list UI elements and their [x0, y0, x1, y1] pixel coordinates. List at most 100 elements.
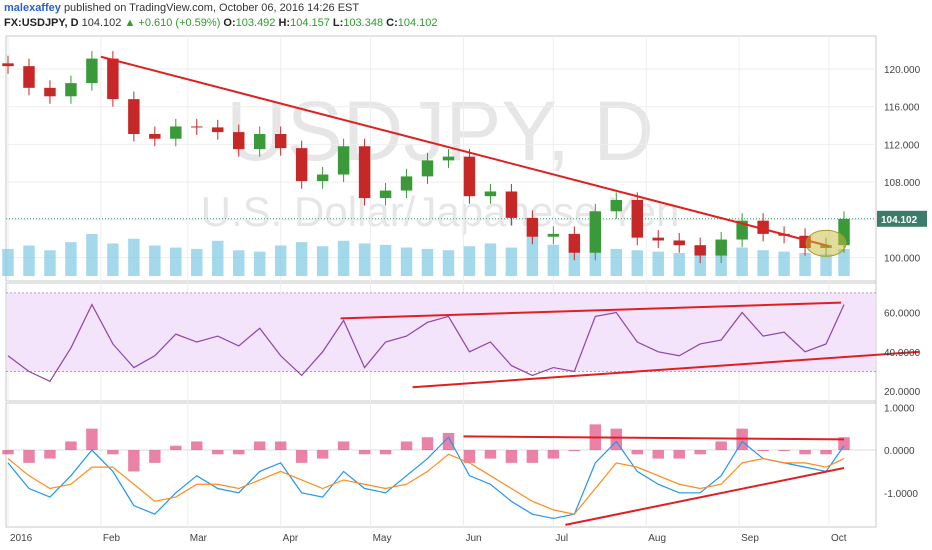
candle-body	[526, 217, 539, 237]
volume-bar	[715, 251, 727, 276]
rsi-tick-label: 40.0000	[884, 348, 921, 359]
watermark-name: U.S. Dollar/Japanese Yen	[201, 188, 680, 235]
x-tick-label: Apr	[283, 533, 299, 544]
volume-bar	[149, 245, 161, 276]
macd-histogram-bar	[547, 450, 560, 459]
macd-histogram-bar	[715, 441, 727, 451]
candle-body	[2, 63, 14, 67]
volume-bar	[128, 238, 140, 276]
macd-histogram-bar	[838, 437, 850, 451]
volume-bar	[379, 244, 392, 276]
low-label: L:	[332, 17, 344, 29]
volume-bar	[400, 247, 413, 276]
rsi-trendline	[340, 301, 842, 320]
volume-bar	[694, 255, 706, 276]
x-tick-label: Oct	[831, 533, 847, 544]
macd-histogram-bar	[316, 450, 329, 459]
volume-bar	[442, 250, 455, 276]
volume-bar	[23, 245, 35, 276]
macd-histogram-bar	[526, 450, 539, 463]
macd-histogram-bar	[652, 450, 664, 459]
volume-bar	[736, 247, 748, 276]
macd-tick-label: 0.0000	[884, 446, 915, 457]
candle-body	[337, 146, 350, 175]
macd-histogram-bar	[400, 441, 413, 451]
volume-bar	[233, 250, 245, 276]
candle-body	[442, 156, 455, 161]
candle-body	[463, 156, 476, 197]
price-tick-label: 120.000	[884, 65, 921, 76]
rsi-trendline	[412, 350, 920, 389]
volume-bar	[295, 242, 308, 276]
macd-histogram-bar	[442, 432, 455, 451]
price-trendline	[100, 55, 830, 248]
rsi-line	[7, 303, 845, 383]
volume-bar	[610, 248, 623, 276]
macd-histogram-bar	[694, 450, 706, 455]
volume-bar	[820, 254, 832, 276]
candle-body	[838, 218, 850, 246]
volume-bar	[589, 246, 602, 276]
candle-body	[149, 134, 161, 139]
last-price: 104.102	[81, 17, 122, 29]
candle-body	[652, 237, 664, 241]
candle-body	[631, 199, 643, 238]
macd-histogram-bar	[463, 450, 476, 463]
last-price-label: 104.102	[881, 215, 918, 226]
x-tick-label: May	[373, 533, 392, 544]
volume-bar	[65, 242, 77, 276]
volume-bar	[568, 247, 581, 276]
x-tick-label: Aug	[648, 533, 666, 544]
macd-histogram-bar	[253, 441, 266, 451]
volume-bar	[2, 248, 14, 276]
candle-body	[589, 211, 602, 253]
candle-body	[316, 174, 329, 182]
macd-tick-label: 1.0000	[884, 403, 915, 414]
volume-bar	[212, 240, 224, 276]
candle-body	[484, 191, 497, 197]
open-value: 103.492	[235, 17, 276, 29]
macd-histogram-bar	[212, 450, 224, 455]
volume-bar	[757, 250, 769, 276]
candle-body	[568, 233, 581, 253]
candle-body	[358, 146, 371, 199]
price-tick-label: 112.000	[884, 140, 920, 151]
price-tick-label: 116.000	[884, 103, 920, 114]
volume-bar	[631, 250, 643, 276]
author-link[interactable]: malexaffey	[4, 2, 61, 14]
macd-trendline	[565, 467, 845, 526]
macd-histogram-bar	[484, 450, 497, 459]
volume-bar	[484, 243, 497, 276]
macd-histogram-bar	[86, 428, 98, 451]
publish-info: malexaffey published on TradingView.com,…	[4, 2, 359, 14]
macd-histogram-bar	[274, 441, 287, 451]
x-tick-label: Sep	[741, 533, 759, 544]
macd-histogram-bar	[673, 450, 685, 459]
macd-trendline	[463, 435, 845, 441]
volume-bar	[778, 251, 790, 276]
macd-histogram-bar	[358, 450, 371, 455]
candle-body	[107, 58, 119, 100]
candle-body	[505, 191, 518, 218]
x-tick-label: Mar	[190, 533, 208, 544]
candle-body	[212, 127, 224, 133]
macd-histogram-bar	[2, 450, 14, 455]
high-label: H:	[278, 17, 291, 29]
volume-bar	[421, 248, 434, 276]
symbol-label: FX:USDJPY, D	[4, 17, 79, 29]
macd-histogram-bar	[757, 450, 769, 452]
rsi-tick-label: 20.0000	[884, 387, 921, 398]
candle-body	[128, 99, 140, 134]
volume-bar	[274, 245, 287, 276]
macd-histogram-bar	[337, 441, 350, 451]
candle-body	[233, 132, 245, 150]
candle-body	[610, 199, 623, 212]
macd-histogram-bar	[23, 450, 35, 463]
macd-histogram-bar	[44, 450, 56, 459]
candle-body	[295, 148, 308, 182]
candle-body	[65, 83, 77, 97]
volume-bar	[191, 248, 203, 276]
macd-histogram-bar	[505, 450, 518, 463]
macd-tick-label: -1.0000	[884, 489, 918, 500]
